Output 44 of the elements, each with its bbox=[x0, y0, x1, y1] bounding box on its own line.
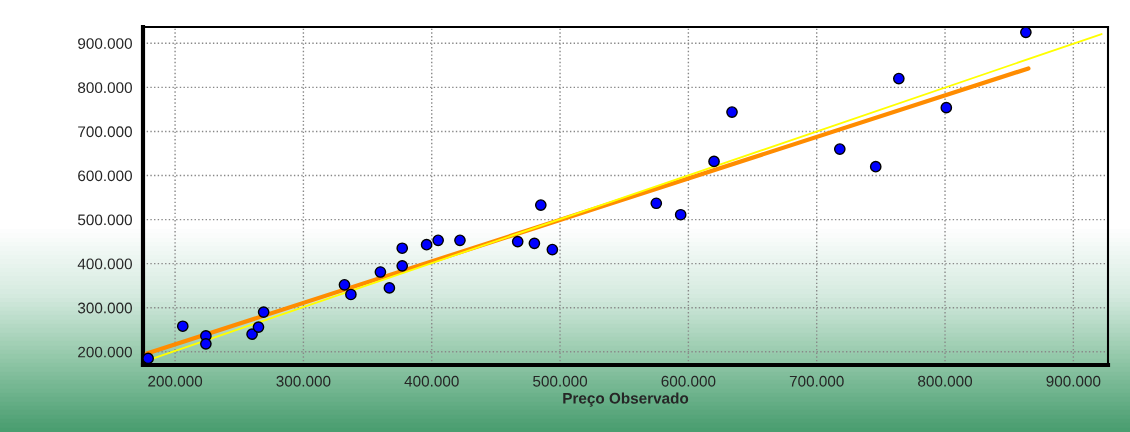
point bbox=[892, 72, 905, 85]
point bbox=[546, 243, 559, 256]
y-tick-label: 400.000 bbox=[77, 258, 132, 270]
point bbox=[1020, 27, 1032, 39]
point bbox=[345, 288, 357, 301]
point bbox=[708, 155, 720, 168]
point bbox=[246, 328, 258, 340]
point bbox=[420, 238, 433, 251]
point bbox=[257, 306, 270, 318]
point bbox=[674, 208, 687, 221]
y-tick-label: 200.000 bbox=[78, 346, 132, 358]
point bbox=[534, 199, 547, 211]
x-axis-title: Preço Observado bbox=[563, 392, 689, 407]
point bbox=[940, 101, 953, 114]
x-tick-label: 400.000 bbox=[404, 375, 459, 387]
point bbox=[869, 160, 882, 173]
point bbox=[396, 260, 409, 272]
point bbox=[833, 143, 846, 155]
point bbox=[432, 234, 444, 247]
y-tick-label: 900.000 bbox=[78, 38, 132, 49]
point bbox=[200, 338, 212, 350]
point bbox=[650, 197, 663, 210]
point bbox=[176, 320, 189, 333]
y-tick-label: 300.000 bbox=[77, 302, 132, 314]
point bbox=[374, 266, 387, 278]
point bbox=[396, 242, 409, 255]
x-tick-label: 300.000 bbox=[276, 375, 331, 387]
x-tick-label: 700.000 bbox=[789, 375, 844, 387]
point bbox=[338, 278, 351, 291]
point bbox=[528, 237, 541, 250]
point bbox=[383, 282, 396, 294]
y-tick-label: 600.000 bbox=[78, 170, 132, 182]
x-tick-label: 200.000 bbox=[148, 375, 203, 387]
y-tick-label: 500.000 bbox=[77, 214, 132, 226]
y-tick-label: 800.000 bbox=[78, 82, 132, 94]
point bbox=[252, 321, 265, 333]
point bbox=[454, 234, 466, 247]
x-tick-label: 900.000 bbox=[1046, 375, 1101, 387]
y-tick-label: 700.000 bbox=[78, 126, 132, 138]
point bbox=[726, 106, 738, 118]
point bbox=[511, 235, 524, 248]
x-tick-label: 500.000 bbox=[533, 375, 588, 387]
x-tick-label: 800.000 bbox=[918, 375, 973, 387]
x-tick-label: 600.000 bbox=[661, 375, 716, 387]
